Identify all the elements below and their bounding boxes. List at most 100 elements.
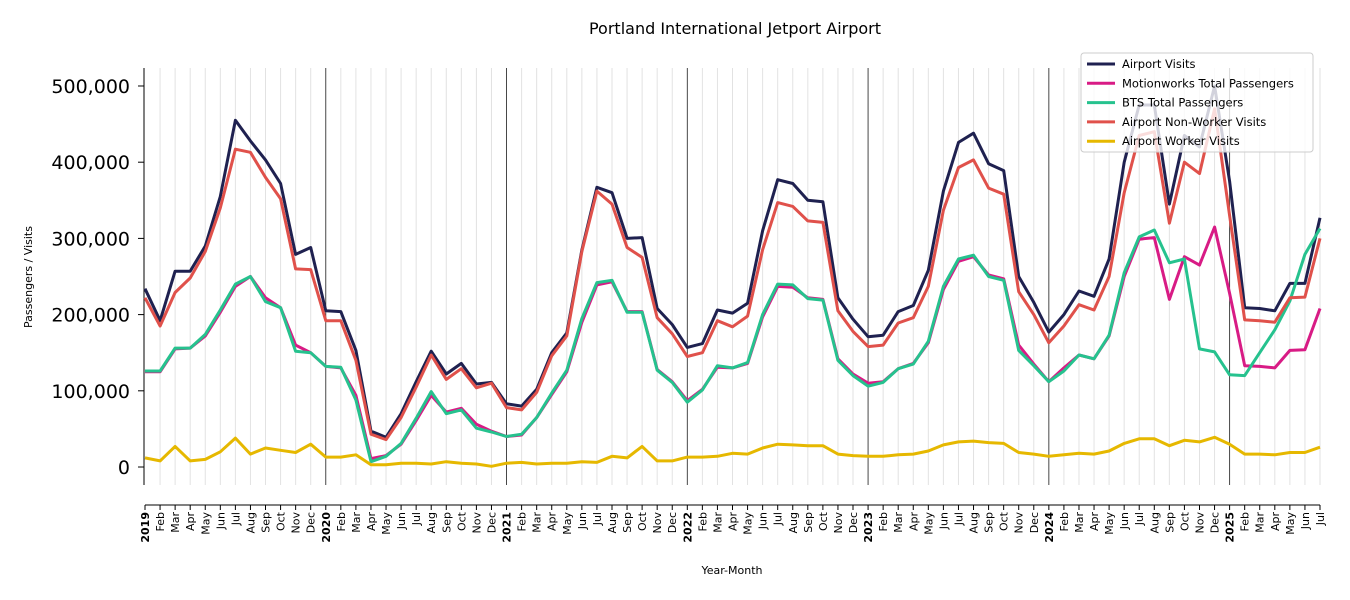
x-tick-label-month: Sep — [440, 512, 453, 533]
y-tick-label: 200,000 — [51, 305, 130, 327]
legend-label-airport-non-worker-visits: Airport Non-Worker Visits — [1122, 115, 1266, 129]
x-tick-label-month: Sep — [802, 512, 815, 533]
x-tick-label-month: Dec — [305, 512, 318, 533]
x-tick-label-month: Feb — [154, 512, 167, 531]
x-tick-label-month: Feb — [516, 512, 529, 531]
x-tick-label-month: Oct — [998, 511, 1011, 531]
x-tick-label-month: Sep — [983, 512, 996, 533]
x-tick-label-month: Jul — [772, 512, 785, 526]
y-tick-label: 100,000 — [51, 381, 130, 403]
x-tick-label-month: May — [922, 512, 935, 535]
legend-label-bts-total-passengers: BTS Total Passengers — [1122, 96, 1243, 110]
x-tick-label-year: 2022 — [681, 512, 694, 543]
x-tick-label-month: Jun — [757, 512, 770, 530]
x-tick-label-month: Nov — [1013, 512, 1026, 534]
x-tick-label-month: Sep — [1163, 512, 1176, 533]
x-tick-label-month: Jun — [214, 512, 227, 530]
y-tick-label: 400,000 — [51, 152, 130, 174]
x-tick-label-month: Jun — [576, 512, 589, 530]
x-tick-label-month: Feb — [877, 512, 890, 531]
x-tick-label-month: Oct — [636, 511, 649, 531]
x-tick-label-month: Nov — [1193, 512, 1206, 534]
legend: Airport Visits Motionworks Total Passenge… — [1080, 52, 1314, 153]
x-tick-label-month: Apr — [184, 512, 197, 532]
x-tick-label-month: Jun — [395, 512, 408, 530]
series-line-airport-worker-visits — [144, 435, 1321, 468]
x-axis-label: Year-Month — [700, 564, 762, 577]
x-tick-label-month: Aug — [606, 512, 619, 533]
x-tick-label-year: 2025 — [1224, 512, 1237, 543]
x-tick-label-month: Feb — [1058, 512, 1071, 531]
x-tick-label-month: Oct — [817, 511, 830, 531]
x-tick-label-month: Mar — [711, 512, 724, 533]
x-tick-label-month: Oct — [275, 511, 288, 531]
x-tick-label-month: Aug — [425, 512, 438, 533]
x-tick-label-month: Dec — [847, 512, 860, 533]
x-tick-label-month: Mar — [350, 512, 363, 533]
x-tick-label-month: Dec — [1028, 512, 1041, 533]
x-tick-label-month: May — [1103, 512, 1116, 535]
x-tick-label-month: Aug — [787, 512, 800, 533]
x-tick-label-month: Mar — [531, 512, 544, 533]
x-tick-label-month: Jun — [1299, 512, 1312, 530]
x-tick-label-year: 2021 — [501, 512, 514, 543]
x-tick-label-month: Dec — [666, 512, 679, 533]
y-tick-label: 0 — [118, 457, 130, 479]
x-tick-label-month: Jul — [410, 512, 423, 526]
x-tick-label-year: 2023 — [862, 512, 875, 543]
series-line-airport-non-worker-visits — [143, 107, 1322, 442]
legend-box — [1080, 52, 1314, 153]
x-tick-label-month: Feb — [1239, 512, 1252, 531]
series-lines — [143, 84, 1322, 468]
x-tick-label-month: May — [561, 512, 574, 535]
x-tick-label-month: Apr — [1269, 512, 1282, 532]
x-tick-label-month: May — [380, 512, 393, 535]
chart-title: Portland International Jetport Airport — [589, 19, 881, 38]
y-axis-ticks: 0 100,000 200,000 300,000 400,000 500,000 — [51, 76, 144, 479]
x-tick-label-month: Nov — [290, 512, 303, 534]
x-tick-label-month: Apr — [1088, 512, 1101, 532]
x-tick-label-month: Aug — [968, 512, 981, 533]
y-tick-label: 300,000 — [51, 228, 130, 250]
x-tick-label-month: Sep — [621, 512, 634, 533]
x-tick-label-month: Jul — [591, 512, 604, 526]
x-tick-label-month: Jul — [952, 512, 965, 526]
x-tick-label-month: Nov — [832, 512, 845, 534]
x-tick-label-month: Jul — [1133, 512, 1146, 526]
y-axis-label: Passengers / Visits — [22, 226, 35, 328]
x-tick-label-year: 2020 — [320, 512, 333, 543]
x-tick-label-month: Mar — [1073, 512, 1086, 533]
x-tick-label-month: Nov — [651, 512, 664, 534]
x-tick-label-month: Apr — [727, 512, 740, 532]
x-tick-label-month: Oct — [1178, 511, 1191, 531]
x-tick-label-month: Feb — [696, 512, 709, 531]
x-tick-label-month: Jul — [1314, 512, 1327, 526]
x-tick-label-month: May — [1284, 512, 1297, 535]
x-tick-label-month: Nov — [470, 512, 483, 534]
x-tick-label-month: Sep — [260, 512, 273, 533]
x-tick-label-year: 2024 — [1043, 512, 1056, 543]
x-tick-label-month: Dec — [485, 512, 498, 533]
x-tick-label-month: May — [742, 512, 755, 535]
x-tick-label-month: Jul — [229, 512, 242, 526]
series-line-airport-visits — [143, 84, 1322, 439]
series-line-bts-total-passengers — [145, 227, 1322, 464]
x-tick-label-month: Oct — [455, 511, 468, 531]
x-tick-label-year: 2019 — [139, 512, 152, 543]
x-tick-label-month: Apr — [907, 512, 920, 532]
legend-label-motionworks-total-passengers: Motionworks Total Passengers — [1122, 76, 1294, 90]
legend-label-airport-visits: Airport Visits — [1122, 57, 1196, 71]
x-axis-ticks: 2019 Feb Mar Apr May Jun Jul Aug Sep Oct Nov Dec 202… — [139, 505, 1327, 543]
x-tick-label-month: Jun — [937, 512, 950, 530]
y-tick-label: 500,000 — [51, 76, 130, 98]
x-tick-label-month: Aug — [1148, 512, 1161, 533]
x-tick-label-month: Mar — [169, 512, 182, 533]
x-tick-label-month: Feb — [335, 512, 348, 531]
x-tick-label-month: Mar — [892, 512, 905, 533]
gridlines — [159, 68, 1321, 485]
x-tick-label-month: Aug — [244, 512, 257, 533]
x-tick-label-month: Dec — [1209, 512, 1222, 533]
x-tick-label-month: Jun — [1118, 512, 1131, 530]
x-tick-label-month: Apr — [546, 512, 559, 532]
